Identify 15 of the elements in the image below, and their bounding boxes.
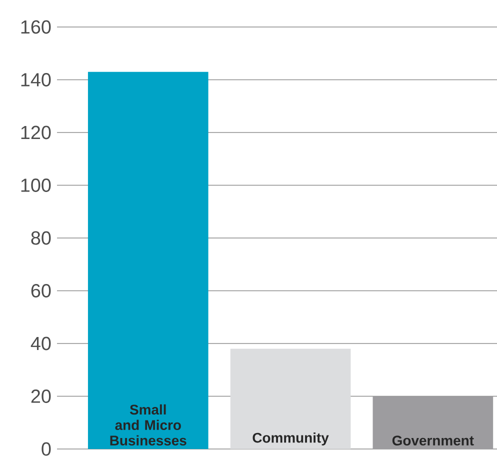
y-tick-label: 140: [21, 73, 51, 86]
x-tick-label: Government: [392, 436, 474, 446]
y-tick-label: 80: [31, 231, 51, 245]
bar: [230, 348, 351, 449]
x-tick-label: Community: [252, 432, 329, 446]
y-tick-label: 20: [31, 390, 51, 403]
bar: [372, 396, 494, 449]
y-tick-label: 0: [42, 442, 51, 456]
y-tick-label: 100: [21, 178, 51, 192]
y-tick-label: 160: [21, 20, 51, 34]
y-tick-label: 60: [31, 284, 51, 298]
y-tick-label: 40: [30, 336, 51, 350]
x-tick-label: Small and Micro Businesses: [110, 404, 186, 446]
bar: [88, 72, 208, 449]
y-tick-label: 120: [21, 126, 51, 140]
